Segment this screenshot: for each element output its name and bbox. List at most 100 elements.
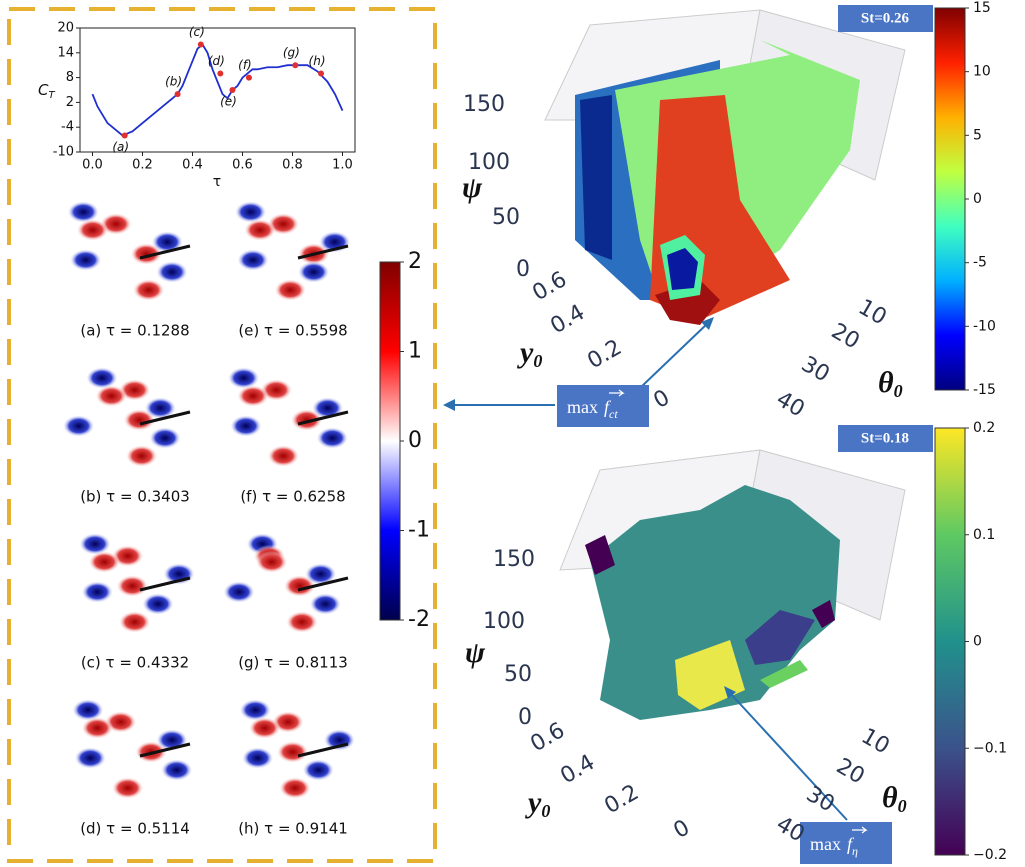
theta-tick: 30 (797, 352, 834, 388)
vortex (237, 249, 269, 271)
vortex (119, 611, 151, 633)
colorbar-label: 0 (408, 428, 422, 453)
plot3d-top (545, 10, 905, 325)
y-tick: 0 (649, 385, 674, 414)
x-tick-label: 1.0 (332, 158, 353, 173)
theta-label-sub: 0 (898, 796, 907, 816)
theta-tick: 10 (854, 295, 891, 331)
colorbar-label: −0.1 (973, 740, 1007, 756)
vortex (112, 777, 144, 799)
psi-label: ψ (465, 636, 486, 669)
x-tick-label: 0.8 (282, 158, 303, 173)
snapshot-caption: (c) τ = 0.4332 (81, 654, 189, 672)
y-tick: 0 (669, 815, 694, 844)
snapshot-caption: (h) τ = 0.9141 (238, 820, 348, 838)
vortex (277, 741, 309, 763)
marker (122, 132, 128, 138)
y-label-sub: 0 (541, 801, 550, 821)
colorbar-label: -15 (973, 382, 996, 398)
y-label-main: C (38, 81, 49, 99)
y-label-sub: 0 (533, 351, 542, 371)
y-tick: 0.6 (528, 267, 571, 306)
y-label: y0 (517, 336, 542, 371)
x-label: τ (213, 174, 221, 190)
plot3d-bottom (560, 450, 905, 720)
vortex (149, 427, 181, 449)
vortex (286, 611, 318, 633)
marker (292, 62, 298, 68)
marker-label: (d) (208, 54, 225, 68)
marker-label: (h) (309, 54, 326, 68)
snapshot-caption: (a) τ = 0.1288 (80, 322, 189, 340)
colorbar-label: -10 (973, 318, 996, 334)
snapshot-caption: (g) τ = 0.8113 (238, 654, 348, 672)
colorbar-label: -2 (408, 607, 430, 632)
colorbar (935, 428, 965, 855)
vortex (133, 279, 165, 301)
annot-sub: ct (609, 407, 618, 421)
colorbar-label: 0.1 (973, 527, 995, 543)
theta-tick: 10 (857, 724, 894, 760)
y-tick: 0.2 (600, 780, 643, 819)
y-tick: 0.4 (556, 750, 599, 789)
vortex (237, 385, 269, 407)
x-tick-label: 0.6 (232, 158, 253, 173)
marker-label: (g) (283, 46, 300, 60)
theta-label-main: θ (878, 366, 894, 399)
colorbar-label: 0 (973, 634, 982, 650)
colorbar-label: 0.2 (973, 420, 995, 436)
marker (217, 70, 223, 76)
tag: St=0.26 (861, 10, 910, 26)
psi-tick: 50 (492, 205, 520, 230)
marker (318, 70, 324, 76)
y-tick-label: -4 (61, 120, 74, 135)
theta-tick: 40 (772, 387, 809, 423)
vortex (302, 759, 334, 781)
vortex (126, 445, 158, 467)
y-label-sub: T (48, 90, 55, 101)
y-label-main: y (525, 786, 542, 819)
vortex (244, 219, 276, 241)
colorbar-label: 1 (408, 339, 422, 364)
x-tick-label: 0.2 (132, 158, 153, 173)
marker-label: (c) (189, 25, 205, 39)
colorbar-label: 15 (973, 0, 991, 16)
vortex (309, 593, 341, 615)
theta-label-sub: 0 (894, 381, 903, 401)
vortex (274, 279, 306, 301)
snapshot-caption: (e) τ = 0.5598 (238, 322, 347, 340)
y-label: y0 (525, 786, 550, 821)
theta-tick: 30 (802, 782, 839, 818)
vortex (249, 717, 281, 739)
psi-tick: 150 (463, 92, 505, 117)
y-tick-label: 2 (66, 95, 74, 110)
y-tick-label: 14 (57, 45, 74, 60)
psi-tick: 150 (493, 547, 535, 572)
colorbar-label: -1 (408, 518, 430, 543)
psi-tick: 100 (483, 609, 525, 634)
theta-label: θ0 (882, 781, 907, 816)
theta-label: θ0 (878, 366, 903, 401)
vortex (242, 747, 274, 769)
marker (175, 91, 181, 97)
vortex (81, 581, 113, 603)
vortex (256, 551, 288, 573)
psi-tick: 0 (518, 705, 532, 730)
figure: CT τ (a) τ = 0.1288 (e) τ = 0.5598 (b) τ =… (0, 0, 1025, 867)
y-tick: 0.4 (546, 300, 589, 339)
snapshot-caption: (f) τ = 0.6258 (240, 488, 345, 506)
vortex (81, 717, 113, 739)
y-tick-label: -10 (53, 145, 74, 160)
psi-tick: 0 (516, 257, 530, 282)
marker-label: (f) (238, 58, 252, 72)
vortex (95, 385, 127, 407)
snapshots: (a) τ = 0.1288 (e) τ = 0.5598 (b) τ = 0.34… (63, 201, 356, 838)
colorbar-label: 2 (408, 249, 422, 274)
marker (229, 87, 235, 93)
snapshot-caption: (b) τ = 0.3403 (80, 488, 190, 506)
arrow-line (640, 323, 708, 388)
annot-prefix: max (567, 397, 598, 417)
colorbar-label: −0.2 (973, 847, 1007, 863)
surface-navy (580, 95, 612, 260)
